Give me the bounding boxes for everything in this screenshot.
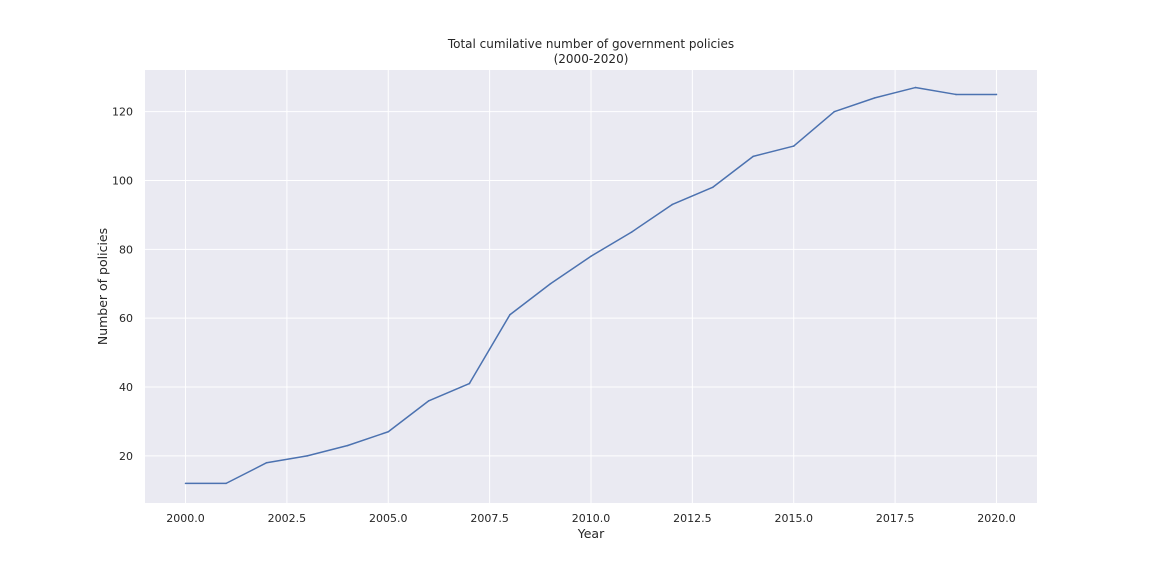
x-axis-ticks: 2000.0 2002.5 2005.0 2007.5 2010.0 2012.5 2015…: [166, 512, 1015, 525]
data-point: [833, 110, 836, 113]
x-tick-label: 2020.0: [977, 512, 1016, 525]
data-point: [874, 97, 876, 99]
y-tick-label: 80: [119, 243, 133, 256]
data-point: [468, 382, 471, 385]
data-point: [792, 145, 795, 147]
y-tick-label: 20: [119, 450, 133, 463]
data-point: [752, 155, 754, 158]
x-tick-label: 2012.5: [673, 512, 712, 525]
data-point: [306, 455, 308, 457]
x-tick-label: 2010.0: [572, 512, 611, 525]
data-point: [711, 186, 714, 189]
x-tick-label: 2002.5: [268, 512, 307, 525]
x-tick-label: 2017.5: [876, 512, 915, 525]
data-point: [955, 93, 957, 96]
y-tick-label: 60: [119, 312, 133, 325]
x-axis-title: Year: [577, 526, 605, 541]
y-tick-label: 120: [112, 106, 133, 119]
chart-subtitle: (2000-2020): [554, 52, 629, 66]
grid-lines: [145, 70, 1037, 503]
x-tick-label: 2007.5: [470, 512, 509, 525]
data-point: [549, 282, 552, 285]
y-axis-ticks: 20 40 60 80 100 120: [112, 106, 133, 463]
data-point: [590, 255, 592, 258]
data-point: [914, 86, 917, 89]
data-point: [671, 203, 673, 206]
data-point: [509, 313, 511, 316]
chart-title: Total cumilative number of government po…: [447, 37, 734, 51]
data-point: [387, 430, 390, 433]
data-point: [225, 482, 227, 485]
data-point: [184, 482, 187, 485]
x-tick-label: 2005.0: [369, 512, 408, 525]
data-point: [346, 444, 349, 447]
series-layer: [184, 86, 998, 485]
data-point: [630, 231, 633, 233]
data-point: [995, 93, 998, 96]
y-tick-label: 40: [119, 381, 133, 394]
y-tick-label: 100: [112, 174, 133, 187]
x-tick-label: 2000.0: [166, 512, 205, 525]
x-tick-label: 2015.0: [774, 512, 813, 525]
y-axis-title: Number of policies: [95, 228, 110, 345]
data-point: [428, 399, 430, 402]
data-point: [265, 461, 268, 464]
